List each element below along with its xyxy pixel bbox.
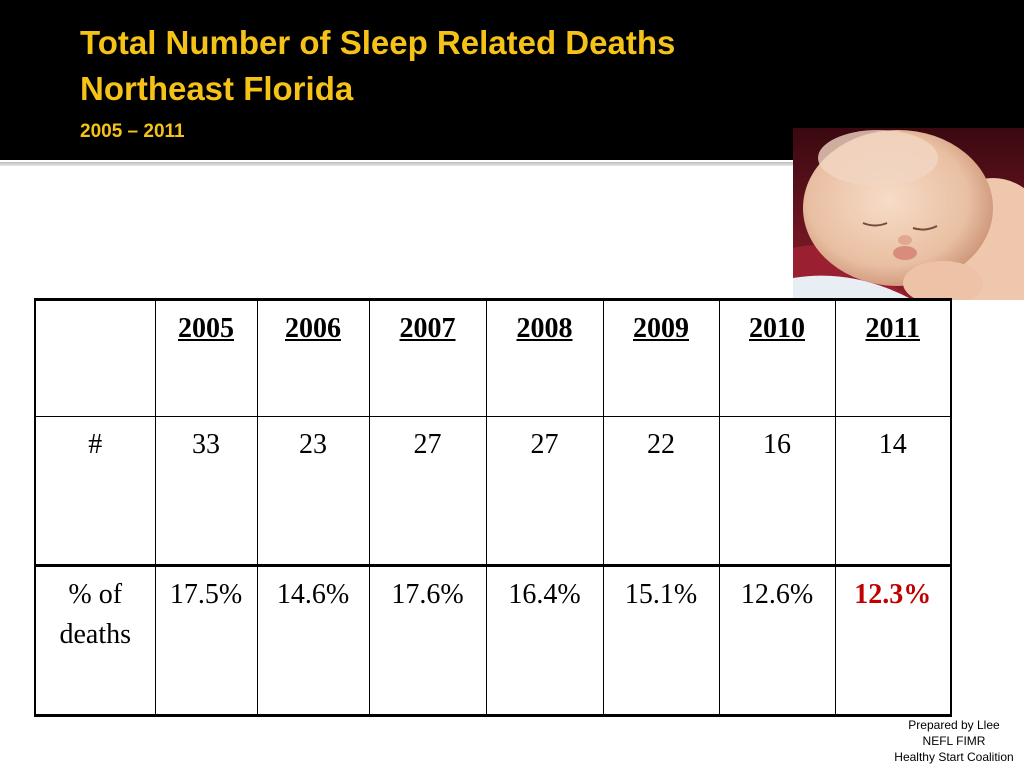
corner-cell (34, 298, 156, 417)
percent-cell-highlighted: 12.3% (834, 564, 952, 717)
year-cell: 2008 (485, 298, 604, 417)
title-line-2: Northeast Florida (80, 70, 354, 107)
sleeping-baby-photo (793, 128, 1024, 300)
year-label: 2007 (399, 313, 456, 344)
year-cell: 2007 (368, 298, 487, 417)
row-label-percent-line-1: % of (68, 579, 123, 610)
baby-image-icon (793, 128, 1024, 300)
year-label: 2011 (865, 313, 920, 344)
year-cell: 2009 (602, 298, 720, 417)
year-label: 2005 (178, 313, 234, 344)
count-cell: 33 (154, 416, 258, 566)
year-cell: 2011 (834, 298, 952, 417)
table-row-percent: % of deaths 17.5% 14.6% 17.6% 16.4% 15.1… (34, 564, 952, 717)
count-cell: 22 (602, 416, 720, 566)
year-label: 2009 (633, 313, 689, 344)
deaths-table: 2005 2006 2007 2008 2009 2010 2011 # 33 … (34, 298, 952, 717)
year-cell: 2010 (718, 298, 836, 417)
year-label: 2010 (749, 313, 805, 344)
slide-title: Total Number of Sleep Related Deaths Nor… (80, 20, 675, 112)
credit-line-1: Prepared by Llee (908, 718, 1000, 732)
percent-cell: 14.6% (256, 564, 370, 717)
credit-line-3: Healthy Start Coalition (894, 750, 1014, 764)
table-row-count: # 33 23 27 27 22 16 14 (34, 416, 952, 566)
year-label: 2008 (516, 313, 573, 344)
credit-line-2: NEFL FIMR (922, 734, 986, 748)
count-cell: 14 (834, 416, 952, 566)
credit-note: Prepared by Llee NEFL FIMR Healthy Start… (884, 717, 1024, 765)
percent-cell: 17.6% (368, 564, 487, 717)
year-cell: 2006 (256, 298, 370, 417)
percent-cell: 15.1% (602, 564, 720, 717)
title-bar: Total Number of Sleep Related Deaths Nor… (0, 0, 1024, 160)
row-label-percent: % of deaths (34, 564, 156, 717)
row-label-count: # (34, 416, 156, 566)
row-label-percent-line-2: deaths (59, 619, 132, 650)
header-divider (0, 162, 1024, 166)
year-cell: 2005 (154, 298, 258, 417)
percent-cell: 12.6% (718, 564, 836, 717)
slide-subtitle: 2005 – 2011 (80, 121, 185, 142)
count-cell: 27 (485, 416, 604, 566)
count-cell: 27 (368, 416, 487, 566)
year-label: 2006 (285, 313, 341, 344)
count-cell: 16 (718, 416, 836, 566)
table-header-row: 2005 2006 2007 2008 2009 2010 2011 (34, 298, 952, 417)
title-line-1: Total Number of Sleep Related Deaths (80, 24, 676, 61)
percent-cell: 17.5% (154, 564, 258, 717)
count-cell: 23 (256, 416, 370, 566)
percent-cell: 16.4% (485, 564, 604, 717)
